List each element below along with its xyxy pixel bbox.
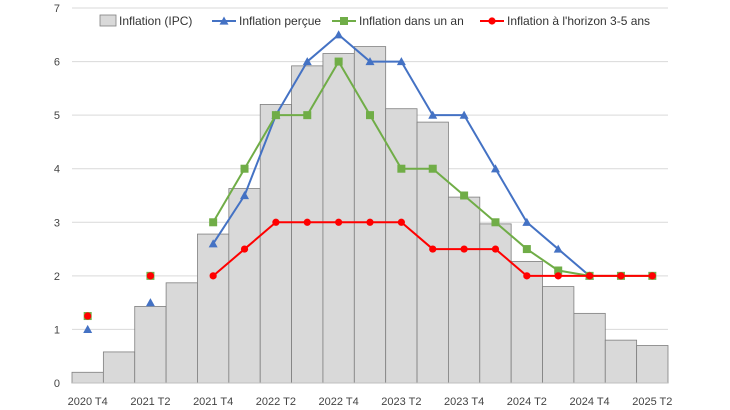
legend: Inflation (IPC) Inflation perçue Inflation… xyxy=(99,14,650,28)
legend-item: Inflation à l'horizon 3-5 ans xyxy=(480,14,650,28)
data-point xyxy=(240,191,250,200)
legend-label: Inflation dans un an xyxy=(359,14,464,28)
x-tick-label: 2020 T4 xyxy=(68,396,108,408)
y-tick-label: 0 xyxy=(54,378,60,390)
y-tick-label: 5 xyxy=(54,110,60,122)
data-point xyxy=(460,245,468,253)
x-tick-label: 2024 T4 xyxy=(569,396,609,408)
bar-ipc xyxy=(636,345,669,384)
data-point xyxy=(303,111,312,120)
data-point xyxy=(585,272,594,280)
data-point xyxy=(209,218,218,227)
data-point xyxy=(617,272,625,280)
bar-ipc xyxy=(165,282,198,384)
data-point xyxy=(490,164,500,173)
data-point xyxy=(396,57,406,66)
data-point xyxy=(491,218,500,227)
ipc-bars xyxy=(71,46,669,384)
expectation-lines xyxy=(83,30,657,334)
y-axis: 0 1 2 3 4 5 6 7 xyxy=(54,3,60,390)
y-tick-label: 7 xyxy=(54,3,60,15)
bar-ipc xyxy=(573,312,606,384)
data-point xyxy=(429,245,437,253)
data-point xyxy=(84,312,92,320)
data-point xyxy=(209,272,217,280)
bar-ipc xyxy=(322,53,355,384)
bar-ipc xyxy=(71,371,104,384)
legend-label: Inflation (IPC) xyxy=(119,14,192,28)
data-point xyxy=(553,244,563,253)
bar-ipc xyxy=(134,305,167,384)
legend-label: Inflation perçue xyxy=(239,14,321,28)
data-point xyxy=(397,164,406,173)
bar-ipc xyxy=(228,188,261,384)
data-point xyxy=(334,57,343,66)
series-2 xyxy=(84,218,656,320)
legend-label: Inflation à l'horizon 3-5 ans xyxy=(507,14,650,28)
x-tick-label: 2022 T2 xyxy=(256,396,296,408)
data-point xyxy=(208,239,218,248)
data-point xyxy=(146,272,155,280)
legend-marker xyxy=(219,16,229,25)
data-point xyxy=(365,57,375,66)
data-point xyxy=(554,266,563,275)
y-tick-label: 4 xyxy=(54,164,60,176)
legend-item: Inflation dans un an xyxy=(332,14,464,28)
y-tick-label: 6 xyxy=(54,57,60,69)
bar-ipc xyxy=(510,260,543,384)
data-point xyxy=(271,111,280,120)
bar-ipc xyxy=(448,196,481,384)
data-point xyxy=(366,111,374,120)
legend-marker xyxy=(488,17,496,25)
data-point xyxy=(460,191,469,200)
legend-swatch xyxy=(99,14,117,27)
data-point xyxy=(523,272,531,280)
x-tick-label: 2022 T4 xyxy=(319,396,359,408)
bar-ipc xyxy=(385,108,418,384)
data-point xyxy=(335,218,343,226)
data-point xyxy=(145,298,155,307)
data-point xyxy=(272,218,280,226)
bar-ipc xyxy=(102,351,136,384)
data-point xyxy=(428,164,437,173)
legend-item: Inflation (IPC) xyxy=(99,14,192,28)
bar-ipc xyxy=(259,104,292,384)
data-point xyxy=(648,272,656,280)
legend-item: Inflation perçue xyxy=(212,14,321,28)
data-point xyxy=(366,218,374,226)
y-tick-label: 3 xyxy=(54,217,60,229)
bar-ipc xyxy=(353,46,387,384)
bar-ipc xyxy=(542,286,575,384)
x-axis: 2020 T4 2021 T2 2021 T4 2022 T2 2022 T4 2023 … xyxy=(68,396,673,408)
data-point xyxy=(522,245,531,254)
data-point xyxy=(459,110,469,119)
data-point xyxy=(83,324,93,334)
legend-marker xyxy=(340,17,348,25)
data-point xyxy=(554,272,562,280)
data-point xyxy=(334,30,344,39)
data-point xyxy=(303,218,311,226)
bar-ipc xyxy=(604,339,638,384)
x-tick-label: 2023 T2 xyxy=(381,396,421,408)
bar-ipc xyxy=(197,233,230,384)
data-point xyxy=(240,164,249,173)
x-tick-label: 2024 T2 xyxy=(507,396,547,408)
data-point xyxy=(428,110,438,119)
y-tick-label: 1 xyxy=(54,324,60,336)
x-tick-label: 2021 T2 xyxy=(130,396,170,408)
data-point xyxy=(240,245,249,253)
x-tick-label: 2025 T2 xyxy=(632,396,672,408)
data-point xyxy=(522,217,532,226)
x-tick-label: 2021 T4 xyxy=(193,396,233,408)
data-point xyxy=(397,218,405,226)
data-point xyxy=(491,245,500,253)
data-point xyxy=(302,57,312,66)
y-tick-label: 2 xyxy=(54,271,60,283)
x-tick-label: 2023 T4 xyxy=(444,396,484,408)
